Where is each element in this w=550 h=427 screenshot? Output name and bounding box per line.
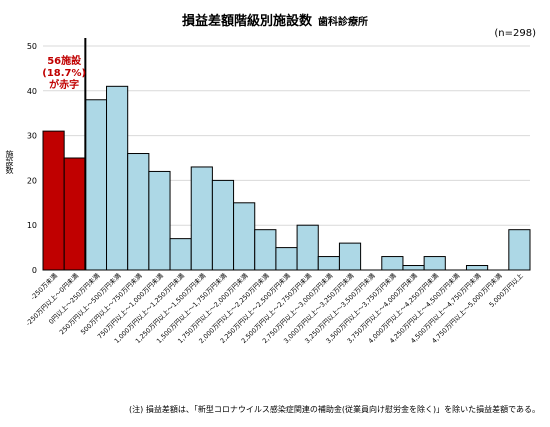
bar bbox=[148, 170, 171, 271]
y-axis-ticks: 0 10 20 30 40 50 bbox=[27, 42, 37, 275]
y-tick-label: 10 bbox=[27, 221, 37, 230]
bar bbox=[508, 229, 531, 271]
bar bbox=[254, 229, 277, 271]
bar-chart: 0 10 20 30 40 50 -250万未満-250万円以上～0円未満0円以上～250… bbox=[24, 38, 531, 345]
deficit-annotation-line-3: が赤字 bbox=[49, 78, 79, 91]
bar bbox=[275, 247, 298, 271]
deficit-annotation-line-2: (18.7%) bbox=[42, 68, 86, 79]
y-tick-label: 30 bbox=[27, 132, 37, 141]
sample-size-label: (n=298) bbox=[494, 28, 536, 39]
bar bbox=[127, 153, 150, 271]
bar bbox=[338, 242, 362, 271]
deficit-annotation-line-1: 56施設 bbox=[47, 54, 82, 67]
y-tick-label: 20 bbox=[27, 176, 37, 185]
chart-title: 損益差額階級別施設数 歯科診療所 bbox=[0, 10, 550, 29]
bar bbox=[211, 179, 235, 271]
y-axis-label: 施設数 bbox=[5, 150, 14, 174]
bar bbox=[381, 256, 404, 271]
bar bbox=[296, 224, 319, 271]
x-axis-tick-labels: -250万未満-250万円以上～0円未満0円以上～250万円未満250万円以上～… bbox=[24, 271, 525, 345]
y-tick-label: 50 bbox=[27, 42, 37, 51]
bar bbox=[317, 256, 340, 271]
bar bbox=[423, 256, 446, 271]
bar bbox=[402, 265, 425, 271]
y-tick-label: 40 bbox=[27, 87, 37, 96]
bar bbox=[190, 166, 213, 271]
bar bbox=[169, 238, 192, 271]
bar bbox=[42, 130, 65, 271]
footnote: (注) 損益差額は、「新型コロナウイルス感染症関連の補助金(従業員向け慰労金を除… bbox=[129, 405, 540, 414]
chart-title-main: 損益差額階級別施設数 bbox=[181, 14, 312, 29]
chart-title-sub: 歯科診療所 bbox=[318, 17, 368, 28]
y-tick-label: 0 bbox=[32, 266, 37, 275]
bars bbox=[42, 85, 531, 271]
bar bbox=[63, 157, 86, 271]
bar bbox=[84, 99, 108, 271]
bar bbox=[106, 85, 129, 271]
bar bbox=[233, 202, 256, 271]
bar bbox=[465, 265, 489, 271]
